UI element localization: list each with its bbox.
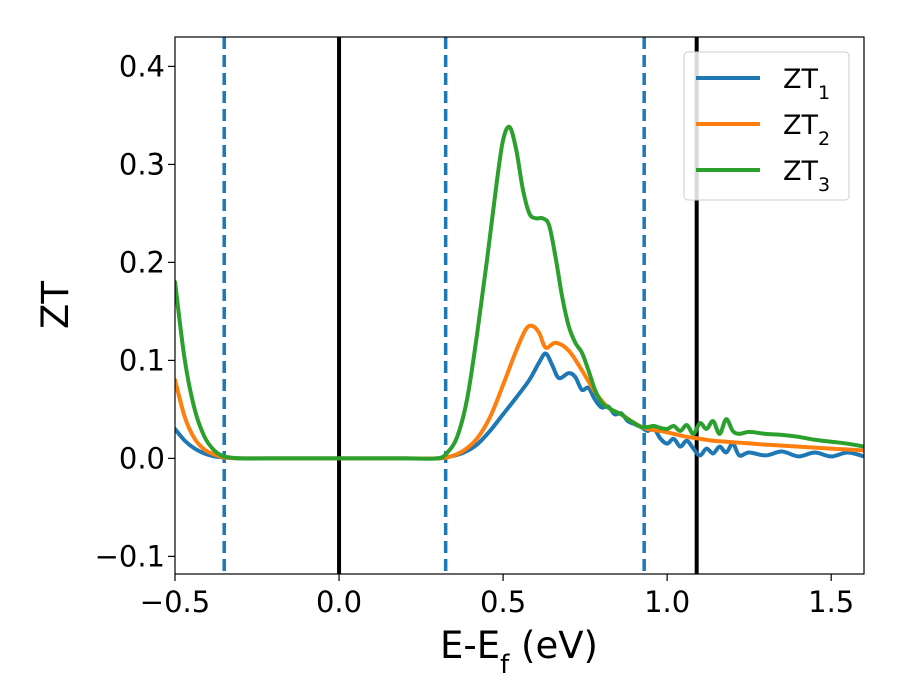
plot-frame xyxy=(174,36,865,575)
legend-label-3: ZT3 xyxy=(783,156,830,196)
x-axis-label-subscript: f xyxy=(500,650,510,680)
x-axis: −0.5 0.0 0.5 1.0 1.5 xyxy=(140,574,854,619)
legend-label-1: ZT1 xyxy=(783,64,830,104)
x-tick-label: 0.5 xyxy=(480,585,526,619)
legend-box xyxy=(683,51,850,201)
legend-label-2: ZT2 xyxy=(783,110,830,150)
y-axis-label: ZT xyxy=(34,281,77,329)
x-tick-label: −0.5 xyxy=(140,585,210,619)
x-axis-label: E-Ef (eV) xyxy=(440,624,598,680)
y-tick-label: 0.4 xyxy=(119,49,165,83)
y-axis: −0.1 0.0 0.1 0.2 0.3 0.4 xyxy=(95,49,175,573)
y-tick-label: 0.2 xyxy=(119,245,165,279)
y-tick-label: −0.1 xyxy=(95,539,165,573)
legend: ZT1 ZT2 ZT3 xyxy=(683,51,850,201)
x-tick-label: 1.5 xyxy=(808,585,854,619)
y-tick-label: 0.3 xyxy=(119,147,165,181)
y-tick-label: 0.1 xyxy=(119,343,165,377)
series-line-3 xyxy=(175,124,864,461)
y-tick-label: 0.0 xyxy=(119,441,165,475)
x-tick-label: 1.0 xyxy=(644,585,690,619)
x-tick-label: 0.0 xyxy=(316,585,362,619)
series-layer xyxy=(175,124,864,461)
